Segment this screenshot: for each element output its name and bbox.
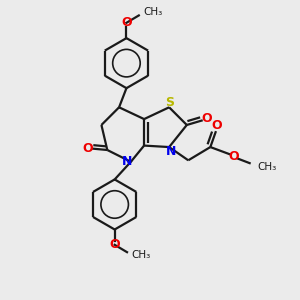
Text: N: N [165, 145, 176, 158]
Text: O: O [110, 238, 120, 251]
Text: O: O [229, 150, 239, 163]
Text: CH₃: CH₃ [143, 8, 163, 17]
Text: N: N [122, 155, 133, 168]
Text: O: O [121, 16, 132, 29]
Text: S: S [165, 95, 174, 109]
Text: O: O [82, 142, 93, 155]
Text: CH₃: CH₃ [257, 162, 276, 172]
Text: O: O [201, 112, 212, 125]
Text: CH₃: CH₃ [132, 250, 151, 260]
Text: O: O [212, 119, 222, 132]
